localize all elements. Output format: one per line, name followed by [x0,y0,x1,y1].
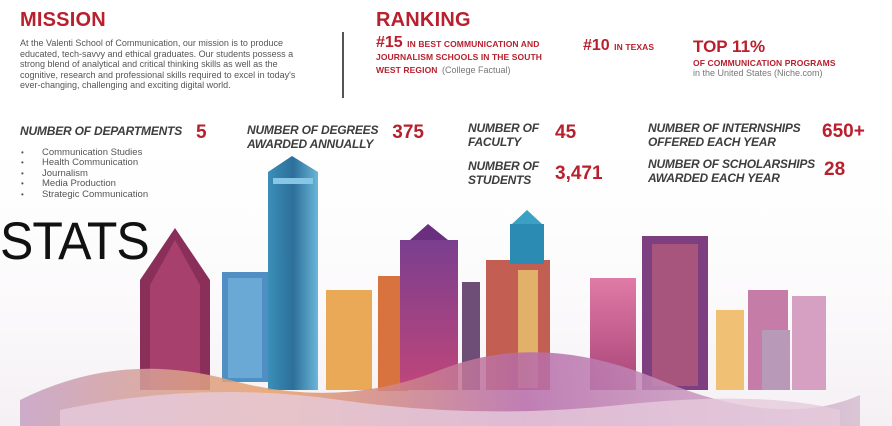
internships-value: 650+ [822,121,865,142]
rank-item-3: TOP 11% OF COMMUNICATION PROGRAMS in the… [693,37,836,78]
stats-title: STATS [0,211,150,271]
degrees-label-line1: NUMBER OF DEGREES [247,123,379,137]
faculty-label-line1: NUMBER OF [468,121,539,135]
internships-label-line2: OFFERED EACH YEAR [648,134,776,149]
scholarships-value: 28 [824,159,846,180]
degrees-value: 375 [392,122,424,143]
rank-item-1: #15 IN BEST COMMUNICATION AND JOURNALISM… [376,34,566,76]
department-item: Journalism [20,168,207,180]
departments-list: Communication Studies Health Communicati… [20,147,207,201]
stat-departments: NUMBER OF DEPARTMENTS 5 Communication St… [20,122,207,200]
department-item: Media Production [20,178,207,190]
department-item: Strategic Communication [20,189,207,201]
department-item: Communication Studies [20,147,207,159]
mission-text: At the Valenti School of Communication, … [20,38,296,91]
departments-label: NUMBER OF DEPARTMENTS [20,124,183,138]
rank-3-number: TOP 11% [693,37,766,56]
rank-item-2: #10 IN TEXAS [583,37,654,55]
internships-label-line1: NUMBER OF INTERNSHIPS [648,121,801,135]
rank-3-caption: OF COMMUNICATION PROGRAMS [693,58,836,68]
faculty-label-line2: FACULTY [468,134,522,149]
rank-1-source: (College Factual) [442,65,511,75]
stat-scholarships: NUMBER OF SCHOLARSHIPS AWARDED EACH YEAR [648,157,815,185]
section-divider [342,32,344,98]
ranking-heading: RANKING [376,9,471,31]
department-item: Health Communication [20,157,207,169]
rank-2-caption: IN TEXAS [614,42,655,52]
scholarships-label-line2: AWARDED EACH YEAR [648,170,780,185]
students-value: 3,471 [555,163,603,184]
rank-1-caption: IN BEST COMMUNICATION AND JOURNALISM SCH… [376,39,543,75]
stat-internships: NUMBER OF INTERNSHIPS OFFERED EACH YEAR [648,121,801,149]
departments-value: 5 [196,122,207,143]
stat-degrees: NUMBER OF DEGREES AWARDED ANNUALLY 375 [247,122,424,151]
rank-2-number: #10 [583,37,610,54]
stat-students: NUMBER OF STUDENTS [468,159,539,187]
mission-heading: MISSION [20,9,106,31]
students-label-line2: STUDENTS [468,172,532,187]
faculty-value: 45 [555,122,577,143]
rank-1-number: #15 [376,34,403,51]
stat-faculty: NUMBER OF FACULTY [468,121,539,149]
degrees-label-line2: AWARDED ANNUALLY [247,136,374,151]
scholarships-label-line1: NUMBER OF SCHOLARSHIPS [648,157,815,171]
rank-3-source: in the United States (Niche.com) [693,68,823,78]
students-label-line1: NUMBER OF [468,159,539,173]
